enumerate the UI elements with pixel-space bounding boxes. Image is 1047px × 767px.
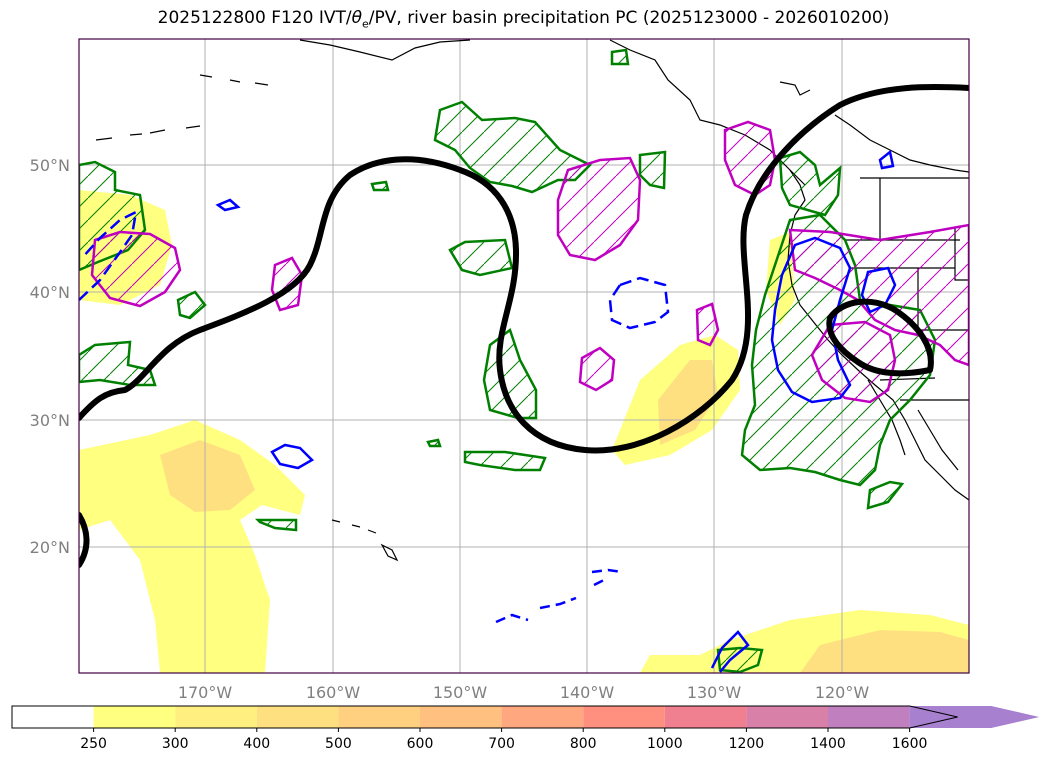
blue-dashed-nw <box>79 209 138 301</box>
magenta-contour-mid <box>695 302 720 347</box>
green-contour-tiny-2 <box>370 180 390 192</box>
blue-dashed-south <box>495 568 623 624</box>
green-contour-tiny-3 <box>426 438 442 448</box>
ivt-core-west <box>160 440 255 512</box>
map-frame <box>78 38 970 674</box>
colorbar-tick-label: 500 <box>325 736 352 752</box>
magenta-contour-nw <box>90 230 182 308</box>
lon-labels: 170°W 160°W 150°W 140°W 130°W 120°W <box>178 683 870 702</box>
pv-contour-main <box>79 84 969 454</box>
lon-label-130w: 130°W <box>687 683 742 702</box>
colorbar-segment <box>256 706 339 728</box>
green-contour-small <box>176 290 207 320</box>
magenta-contour-north <box>556 156 642 262</box>
colorbar-segment <box>93 706 176 728</box>
pv-contours <box>79 84 969 568</box>
green-contour-ext <box>254 518 298 532</box>
green-contour-tiny-1 <box>610 48 630 66</box>
magenta-contour-central <box>578 346 616 392</box>
lon-label-140w: 140°W <box>560 683 615 702</box>
colorbar-tick-label: 800 <box>570 736 597 752</box>
ivt-core-central <box>658 360 718 445</box>
blue-contour-west <box>270 443 315 470</box>
blue-contour-small-1 <box>878 149 895 170</box>
lon-label-120w: 120°W <box>815 683 870 702</box>
lon-label-170w: 170°W <box>178 683 233 702</box>
colorbar-tick-label: 700 <box>488 736 515 752</box>
blue-contour-coast <box>770 236 852 404</box>
colorbar-segment-extend <box>909 706 1040 728</box>
colorbar-tick-label: 1200 <box>729 736 765 752</box>
colorbar-segment <box>664 706 747 728</box>
colorbar-segment <box>175 706 257 728</box>
blue-contour-small-2 <box>215 198 241 212</box>
map-area <box>79 39 969 673</box>
colorbar-tick-label: 250 <box>80 736 107 752</box>
lat-labels: 50°N 40°N 30°N 20°N <box>30 156 70 557</box>
colorbar-tick-label: 1600 <box>892 736 928 752</box>
pv-contour-closed <box>826 298 934 377</box>
green-contour-central <box>448 238 514 277</box>
lat-label-20: 20°N <box>30 538 70 557</box>
lon-label-150w: 150°W <box>433 683 488 702</box>
blue-dashed-central <box>608 276 670 330</box>
hawaii-islands <box>331 519 399 562</box>
colorbar-tick-label: 1400 <box>810 736 846 752</box>
lat-label-30: 30°N <box>30 411 70 430</box>
colorbar-segment <box>746 706 828 728</box>
colorbar-segment <box>420 706 502 728</box>
colorbar-segment <box>338 706 420 728</box>
colorbar-segment <box>501 706 584 728</box>
theta-symbol: θ <box>351 8 362 28</box>
aleutian-islands <box>95 74 269 141</box>
map-title: 2025122800 F120 IVT/θe/PV, river basin p… <box>157 8 890 31</box>
blue-contour-bottom <box>710 630 750 673</box>
green-contour-se <box>866 480 905 510</box>
colorbar-tick-label: 300 <box>162 736 189 752</box>
colorbar-segment-under <box>12 706 94 728</box>
colorbar-outline <box>11 705 958 729</box>
canada-coast <box>779 81 969 173</box>
green-contour-east <box>778 150 842 217</box>
green-contour-bottom <box>716 646 764 673</box>
colorbar-tick-label: 400 <box>243 736 270 752</box>
colorbar-tick-label: 1000 <box>647 736 683 752</box>
green-contour-south <box>463 450 547 472</box>
green-contour-nne <box>638 150 667 190</box>
colorbar: 250 300 400 500 600 700 800 1000 1200 1400 1600 <box>11 705 1040 752</box>
colorbar-tick-label: 600 <box>407 736 434 752</box>
lat-label-50: 50°N <box>30 156 70 175</box>
colorbar-segment <box>828 706 910 728</box>
lon-label-160w: 160°W <box>306 683 361 702</box>
colorbar-segment <box>583 706 665 728</box>
pv-contour-sw <box>79 512 90 568</box>
theta-subscript: e <box>362 17 369 31</box>
lat-label-40: 40°N <box>30 283 70 302</box>
green-contour-west <box>79 340 157 387</box>
magenta-contour-coast <box>788 223 969 367</box>
